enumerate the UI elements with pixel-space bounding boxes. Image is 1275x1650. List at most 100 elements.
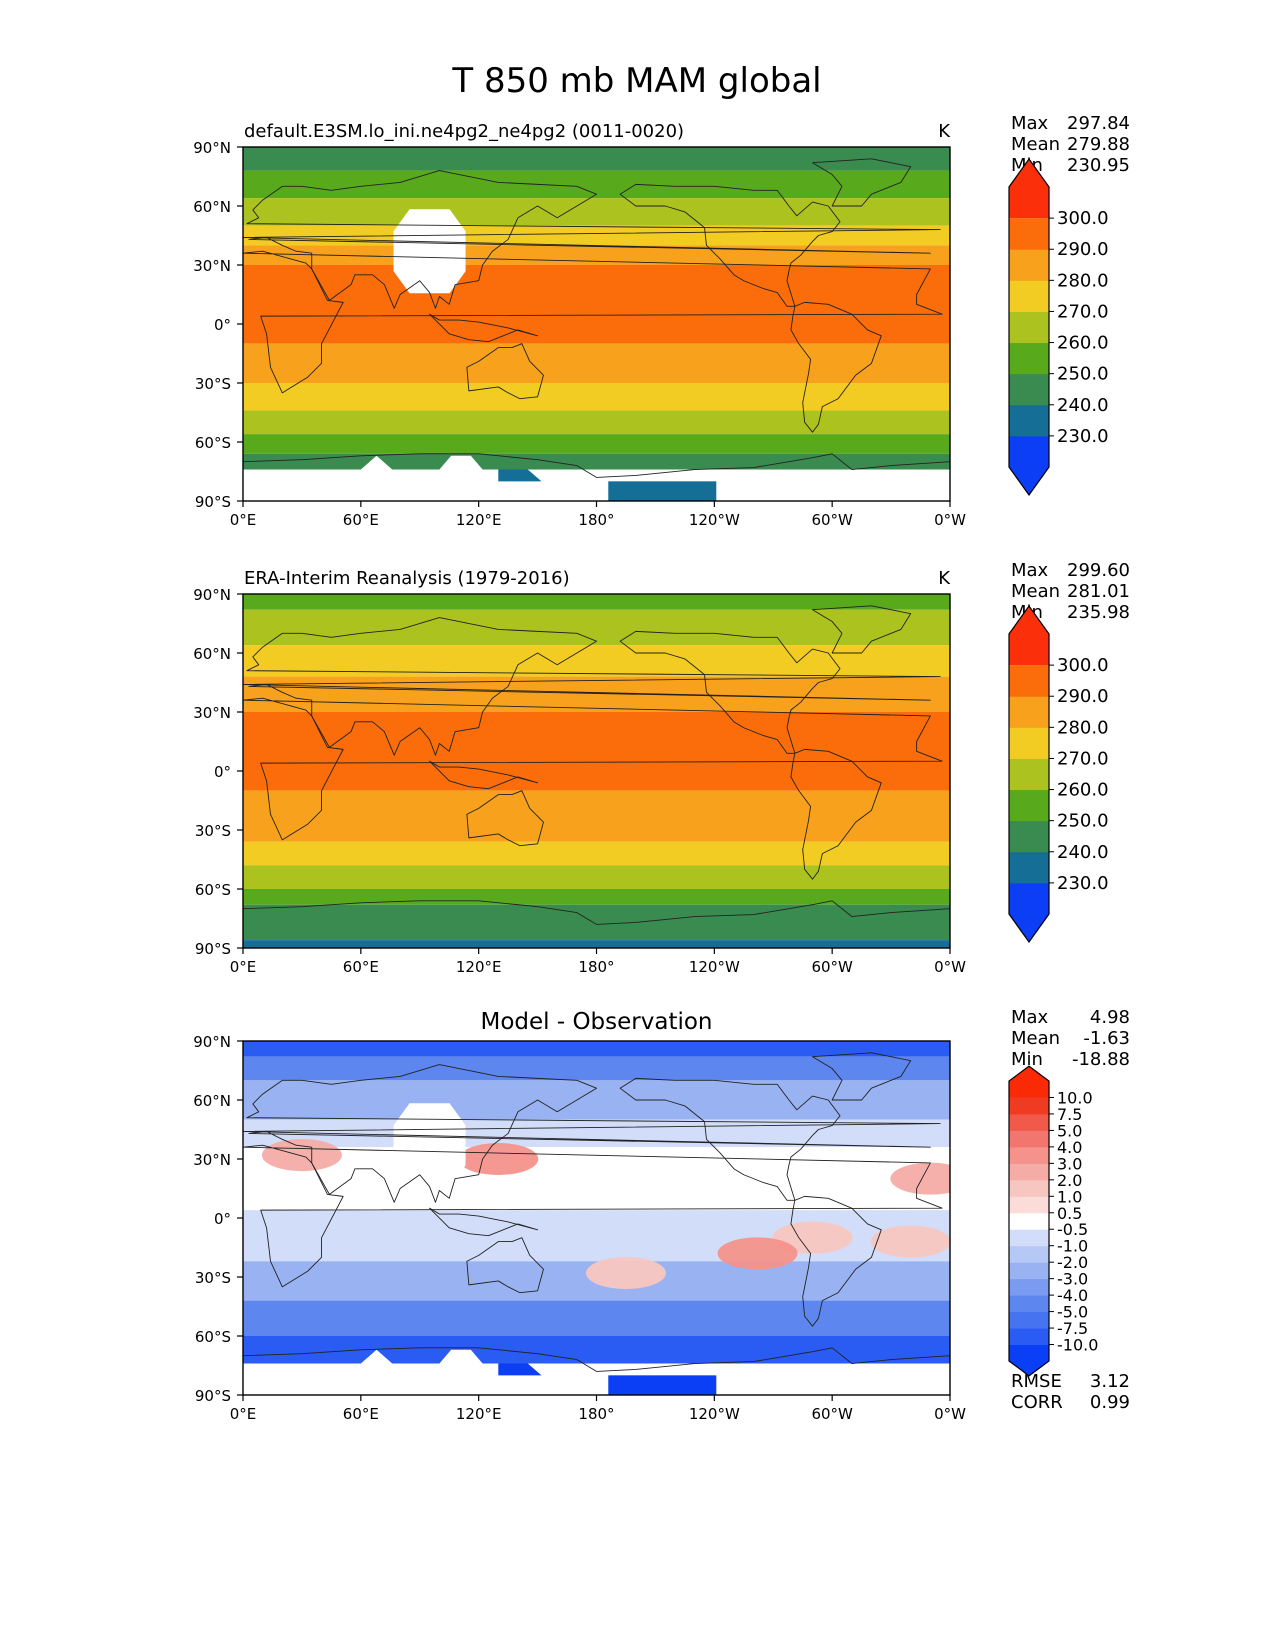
- y-tick-label: 30°N: [193, 257, 231, 275]
- colorbar-label: 290.0: [1057, 686, 1109, 707]
- band-9: [243, 889, 950, 905]
- coastline-indonesia: [429, 760, 539, 790]
- y-tick-label: 60°N: [193, 198, 231, 216]
- y-tick-label: 60°S: [195, 1328, 231, 1346]
- colorbar-label: -5.0: [1057, 1303, 1088, 1322]
- colorbar-extend-low: [1009, 882, 1049, 942]
- coastline-n-america: [619, 1077, 841, 1201]
- colorbar-segment: [1009, 404, 1049, 437]
- map-area: [243, 594, 950, 948]
- colorbar-label: -3.0: [1057, 1270, 1088, 1289]
- colorbar-label: 240.0: [1057, 395, 1109, 416]
- missing-bump-1: [360, 455, 393, 470]
- y-tick-label: 0°: [214, 763, 231, 781]
- stat-label: Min: [1011, 1049, 1043, 1070]
- missing-bump-2: [439, 455, 483, 470]
- y-tick-label: 60°S: [195, 881, 231, 899]
- y-tick-label: 60°N: [193, 645, 231, 663]
- colorbar-label: 0.5: [1057, 1204, 1082, 1223]
- band-5: [243, 245, 950, 265]
- colorbar-label: 240.0: [1057, 842, 1109, 863]
- band-4: [243, 1119, 950, 1148]
- colorbar-label: -4.0: [1057, 1286, 1088, 1305]
- metric-label: RMSE: [1011, 1371, 1062, 1392]
- stat-label: Mean: [1011, 134, 1060, 155]
- colorbar-segment: [1009, 280, 1049, 312]
- colorbar-segment: [1009, 1196, 1049, 1214]
- band-11: [243, 1363, 950, 1395]
- colorbar-label: 10.0: [1057, 1088, 1093, 1107]
- colorbar-label: 1.0: [1057, 1187, 1082, 1206]
- colorbar-segment: [1009, 1328, 1049, 1346]
- colorbar-label: 270.0: [1057, 301, 1109, 322]
- coastline-australia: [466, 1237, 544, 1294]
- stat-min-value: 230.95: [1067, 155, 1130, 176]
- colorbar-label: -0.5: [1057, 1220, 1088, 1239]
- coastline-s-america: [790, 748, 882, 880]
- colorbar: -10.0-7.5-5.0-4.0-3.0-2.0-1.0-0.50.51.02…: [1008, 1065, 1098, 1377]
- colorbar: 230.0 240.0 250.0 260.0 270.0 280.0 290.0 300.0: [1008, 604, 1109, 944]
- coastline-indonesia: [429, 313, 539, 343]
- y-tick-label: 90°S: [195, 940, 231, 958]
- coastline-australia: [466, 790, 544, 847]
- stat-max-value: 297.84: [1067, 113, 1130, 134]
- colorbar-label: 5.0: [1057, 1121, 1082, 1140]
- x-tick-label: 180°: [578, 1405, 614, 1423]
- colorbar-label: 3.0: [1057, 1154, 1082, 1173]
- y-tick-label: 60°N: [193, 1092, 231, 1110]
- colorbar-label: -1.0: [1057, 1237, 1088, 1256]
- colorbar-label: 260.0: [1057, 333, 1109, 354]
- colorbar-segment: [1009, 1130, 1049, 1148]
- band-5: [243, 712, 950, 791]
- colorbar-label: 300.0: [1057, 208, 1109, 229]
- stat-label: Mean: [1011, 581, 1060, 602]
- y-tick-label: 0°: [214, 316, 231, 334]
- stat-max-value: 4.98: [1090, 1007, 1130, 1028]
- colorbar-segment: [1009, 820, 1049, 853]
- band-1: [243, 594, 950, 610]
- y-tick-label: 30°S: [195, 1269, 231, 1287]
- colorbar-segment: [1009, 789, 1049, 822]
- antarctic-patch: [608, 481, 717, 501]
- coastline-antarctica: [243, 453, 950, 478]
- panel-1: 0°E 60°E 120°E 180° 120°W 60°W 0°W 90°N 60°N 30°N…: [193, 113, 1130, 529]
- stat-min-value: 235.98: [1067, 602, 1130, 623]
- panel-3: 0°E 60°E 120°E 180° 120°W 60°W 0°W 90°N 60°N 30°N…: [193, 1007, 1130, 1423]
- colorbar: 230.0 240.0 250.0 260.0 270.0 280.0 290.0 300.0: [1008, 157, 1109, 497]
- colorbar-segment: [1009, 373, 1049, 406]
- x-tick-label: 0°W: [934, 958, 966, 976]
- stat-label: Max: [1011, 560, 1049, 581]
- coastline-africa: [243, 250, 943, 394]
- band-8: [243, 383, 950, 411]
- colorbar-label: 250.0: [1057, 811, 1109, 832]
- band-10: [243, 1336, 950, 1364]
- coastline-eurasia: [243, 617, 941, 756]
- band-12: [243, 469, 950, 501]
- band-6: [243, 1166, 950, 1211]
- map-area: [243, 1041, 950, 1395]
- missing-himalaya: [393, 209, 466, 294]
- colorbar-segment: [1009, 851, 1049, 884]
- coastline-n-america: [619, 630, 841, 754]
- colorbar-segment: [1009, 1245, 1049, 1263]
- missing-himalaya: [393, 1103, 466, 1188]
- stat-mean-value: 279.88: [1067, 134, 1130, 155]
- coastline-africa: [243, 697, 943, 841]
- y-tick-label: 30°N: [193, 704, 231, 722]
- colorbar-label: 230.0: [1057, 426, 1109, 447]
- stat-max-value: 299.60: [1067, 560, 1130, 581]
- colorbar-segment: [1009, 218, 1049, 250]
- y-tick-label: 90°N: [193, 1033, 231, 1051]
- x-tick-label: 60°W: [811, 511, 853, 529]
- missing-bump-2: [439, 1349, 483, 1364]
- panel-2: 0°E 60°E 120°E 180° 120°W 60°W 0°W 90°N 60°N 30°N…: [193, 560, 1130, 976]
- colorbar-segment: [1009, 1311, 1049, 1329]
- band-4: [243, 676, 950, 712]
- stat-min-value: -18.88: [1072, 1049, 1130, 1070]
- band-10: [243, 904, 950, 941]
- colorbar-outline: [1008, 157, 1050, 497]
- metric-corr-value: 0.99: [1090, 1392, 1130, 1413]
- colorbar-segment: [1009, 1229, 1049, 1247]
- y-tick-label: 30°S: [195, 375, 231, 393]
- band-1: [243, 1041, 950, 1057]
